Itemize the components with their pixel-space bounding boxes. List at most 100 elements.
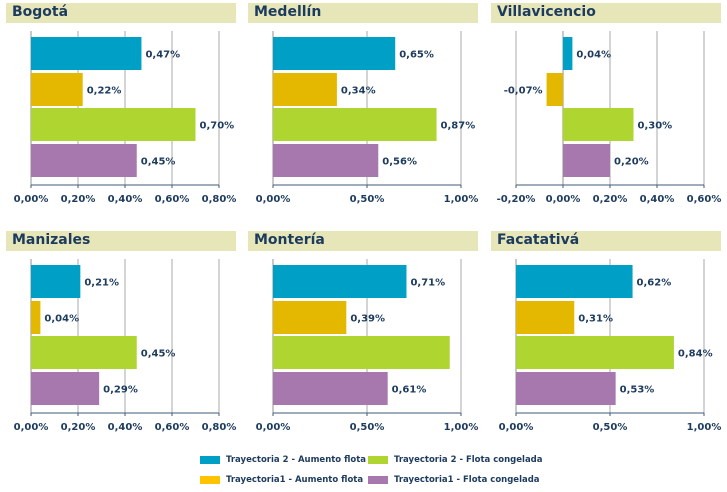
bar xyxy=(546,73,563,106)
bar xyxy=(273,73,337,106)
data-label: 0,30% xyxy=(638,121,673,132)
bar-chart: 0,62% 0,31% 0,84% 0,53% 0,00% 0,50% 1,00% xyxy=(499,259,722,433)
data-label: 0,53% xyxy=(620,385,655,396)
bar xyxy=(273,372,388,405)
chart-title: Facatativá xyxy=(497,232,580,248)
chart-panel: Villavicencio 0,04% -0,07% 0,30% 0,20% -0,20%… xyxy=(491,3,721,213)
legend-swatch-t2-congelada xyxy=(368,456,388,464)
bar xyxy=(31,301,41,334)
x-tick-label: 0,00% xyxy=(256,422,291,433)
legend-swatch-t1-congelada xyxy=(368,476,388,484)
chart-title: Manizales xyxy=(12,232,91,248)
panel-header: Montería xyxy=(248,231,478,251)
x-tick-label: 0,60% xyxy=(687,194,722,205)
legend-label: Trayectoria1 - Flota congelada xyxy=(394,475,540,485)
data-label: 0,31% xyxy=(578,314,613,325)
x-tick-label: 0,20% xyxy=(61,194,96,205)
x-tick-label: 0,00% xyxy=(499,422,534,433)
bar xyxy=(273,37,396,70)
data-label: 0,56% xyxy=(382,157,417,168)
legend-item: Trayectoria 2 - Aumento flota xyxy=(200,455,366,465)
data-label: 0,29% xyxy=(103,385,138,396)
data-label: 0,39% xyxy=(350,314,385,325)
bar-chart: 0,04% -0,07% 0,30% 0,20% -0,20% 0,00% 0,20% 0,4… xyxy=(497,31,722,205)
data-label: 0,62% xyxy=(637,278,672,289)
chart-panel: Medellín 0,65% 0,34% 0,87% 0,56% 0,00% 0,50% 1,… xyxy=(248,3,478,213)
panel-header: Manizales xyxy=(6,231,236,251)
x-tick-label: 0,00% xyxy=(14,194,49,205)
bar xyxy=(31,265,81,298)
chart-panel: Manizales 0,21% 0,04% 0,45% 0,29% 0,00% 0,20% 0… xyxy=(6,231,236,441)
x-tick-label: 0,20% xyxy=(593,194,628,205)
bar xyxy=(31,144,137,177)
bar xyxy=(31,37,142,70)
x-tick-label: 0,60% xyxy=(155,422,190,433)
bar xyxy=(31,108,196,141)
data-label: 0,21% xyxy=(84,278,119,289)
bar xyxy=(273,108,437,141)
data-label: -0,07% xyxy=(504,86,543,97)
legend-label: Trayectoria1 - Aumento flota xyxy=(226,475,364,485)
x-tick-label: 0,50% xyxy=(593,422,628,433)
chart-title: Montería xyxy=(254,232,325,248)
x-tick-label: 1,00% xyxy=(444,422,479,433)
bar xyxy=(273,301,347,334)
data-label: 0,61% xyxy=(392,385,427,396)
bar xyxy=(563,37,573,70)
chart-title: Medellín xyxy=(254,4,322,20)
bar-chart: 0,21% 0,04% 0,45% 0,29% 0,00% 0,20% 0,40% 0,60%… xyxy=(14,259,237,433)
data-label: 0,04% xyxy=(44,314,79,325)
chart-panel: Bogotá 0,47% 0,22% 0,70% 0,45% 0,00% 0,20% 0,40… xyxy=(6,3,236,213)
data-label: 0,04% xyxy=(576,50,611,61)
x-tick-label: 0,80% xyxy=(202,422,237,433)
chart-panel: Facatativá 0,62% 0,31% 0,84% 0,53% 0,00% 0,50%… xyxy=(491,231,721,441)
bar xyxy=(563,108,634,141)
bar xyxy=(31,73,83,106)
panel-header: Bogotá xyxy=(6,3,236,23)
bar xyxy=(31,372,100,405)
legend-item: Trayectoria1 - Flota congelada xyxy=(368,475,540,485)
x-tick-label: 0,50% xyxy=(350,194,385,205)
chart-panel: Montería 0,71% 0,39% 0,61% 0,00% 0,50% 1,00% xyxy=(248,231,478,441)
legend-item: Trayectoria 2 - Flota congelada xyxy=(368,455,543,465)
data-label: 0,45% xyxy=(141,157,176,168)
legend-item: Trayectoria1 - Aumento flota xyxy=(200,475,363,485)
bar xyxy=(516,372,616,405)
data-label: 0,45% xyxy=(141,349,176,360)
data-label: 0,20% xyxy=(614,157,649,168)
chart-title: Villavicencio xyxy=(497,4,596,20)
legend-label: Trayectoria 2 - Flota congelada xyxy=(394,455,543,465)
x-tick-label: 0,00% xyxy=(546,194,581,205)
legend-swatch-t1-aumento xyxy=(200,476,220,484)
bar xyxy=(273,336,450,369)
bar xyxy=(273,265,407,298)
bar xyxy=(516,265,633,298)
data-label: 0,22% xyxy=(87,86,122,97)
bar-chart: 0,47% 0,22% 0,70% 0,45% 0,00% 0,20% 0,40% 0,60%… xyxy=(14,31,237,205)
bar xyxy=(563,144,610,177)
panel-header: Villavicencio xyxy=(491,3,721,23)
x-tick-label: 0,00% xyxy=(256,194,291,205)
panel-header: Medellín xyxy=(248,3,478,23)
bar-chart: 0,71% 0,39% 0,61% 0,00% 0,50% 1,00% xyxy=(256,259,479,433)
data-label: 0,34% xyxy=(341,86,376,97)
x-tick-label: 0,20% xyxy=(61,422,96,433)
bar xyxy=(31,336,137,369)
x-tick-label: 0,40% xyxy=(108,194,143,205)
legend-label: Trayectoria 2 - Aumento flota xyxy=(226,455,367,465)
bar-chart: 0,65% 0,34% 0,87% 0,56% 0,00% 0,50% 1,00% xyxy=(256,31,479,205)
x-tick-label: 1,00% xyxy=(687,422,722,433)
bar xyxy=(273,144,379,177)
x-tick-label: 0,00% xyxy=(14,422,49,433)
chart-title: Bogotá xyxy=(12,4,69,20)
data-label: 0,70% xyxy=(200,121,235,132)
x-tick-label: 1,00% xyxy=(444,194,479,205)
x-tick-label: 0,60% xyxy=(155,194,190,205)
data-label: 0,47% xyxy=(145,50,180,61)
x-tick-label: 0,50% xyxy=(350,422,385,433)
x-tick-label: 0,40% xyxy=(108,422,143,433)
bar xyxy=(516,301,575,334)
legend-swatch-t2-aumento xyxy=(200,456,220,464)
x-tick-label: 0,80% xyxy=(202,194,237,205)
data-label: 0,71% xyxy=(410,278,445,289)
